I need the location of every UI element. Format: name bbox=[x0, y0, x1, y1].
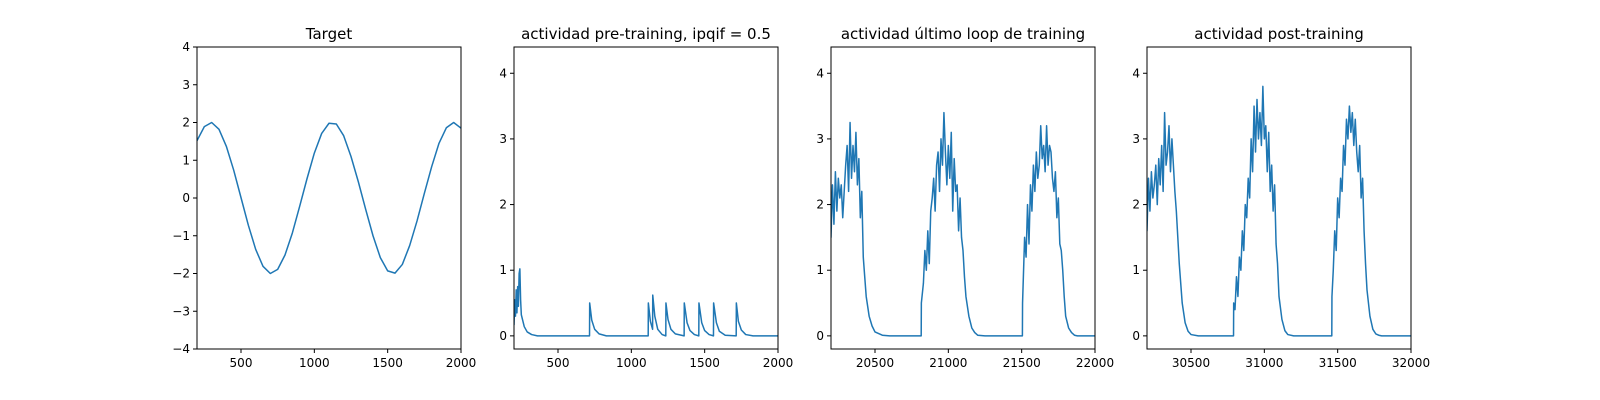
y-tick-label: 4 bbox=[1132, 66, 1140, 80]
subplot-title: actividad último loop de training bbox=[841, 25, 1085, 43]
x-tick-label: 1000 bbox=[616, 356, 647, 370]
x-tick-label: 1500 bbox=[372, 356, 403, 370]
y-tick-label: −1 bbox=[172, 229, 190, 243]
y-tick-label: 2 bbox=[182, 116, 190, 130]
y-tick-label: 2 bbox=[816, 198, 824, 212]
subplot-3: 20500 21000 21500 22000 0 1 2 3 4 actividad últim… bbox=[816, 25, 1114, 370]
subplot-4: 30500 31000 31500 32000 0 1 2 3 4 actividad post-… bbox=[1132, 25, 1430, 370]
subplot-title: actividad pre-training, ipqif = 0.5 bbox=[521, 25, 771, 43]
y-tick-label: 3 bbox=[499, 132, 507, 146]
y-tick-label: 0 bbox=[816, 329, 824, 343]
x-tick-label: 1000 bbox=[299, 356, 330, 370]
y-tick-label: 1 bbox=[182, 153, 190, 167]
x-tick-label: 20500 bbox=[856, 356, 894, 370]
x-tick-label: 2000 bbox=[446, 356, 477, 370]
x-tick-label: 30500 bbox=[1172, 356, 1210, 370]
y-tick-label: 1 bbox=[816, 263, 824, 277]
subplot-2: 500 1000 1500 2000 0 1 2 3 4 actividad pre-traini… bbox=[499, 25, 793, 370]
axes-frame bbox=[830, 46, 1096, 350]
y-tick-label: 4 bbox=[499, 66, 507, 80]
y-tick-label: 1 bbox=[1132, 263, 1140, 277]
y-tick-label: −3 bbox=[172, 304, 190, 318]
x-tick-label: 500 bbox=[547, 356, 570, 370]
y-tick-label: 3 bbox=[1132, 132, 1140, 146]
axes-frame bbox=[1146, 46, 1412, 350]
y-tick-label: 3 bbox=[182, 78, 190, 92]
x-tick-label: 21000 bbox=[929, 356, 967, 370]
y-tick-label: −2 bbox=[172, 267, 190, 281]
x-tick-label: 31000 bbox=[1245, 356, 1283, 370]
subplot-title: actividad post-training bbox=[1194, 25, 1363, 43]
y-tick-label: 4 bbox=[816, 66, 824, 80]
x-tick-label: 32000 bbox=[1392, 356, 1430, 370]
y-tick-label: 0 bbox=[1132, 329, 1140, 343]
axes-frame bbox=[513, 46, 779, 350]
y-tick-label: 4 bbox=[182, 40, 190, 54]
x-tick-label: 31500 bbox=[1319, 356, 1357, 370]
subplot-title: Target bbox=[305, 25, 353, 43]
y-tick-label: 2 bbox=[499, 198, 507, 212]
y-tick-label: 2 bbox=[1132, 198, 1140, 212]
x-tick-label: 1500 bbox=[689, 356, 720, 370]
series-line-1 bbox=[197, 121, 461, 275]
x-tick-label: 500 bbox=[230, 356, 253, 370]
y-tick-label: 0 bbox=[499, 329, 507, 343]
x-tick-label: 22000 bbox=[1076, 356, 1114, 370]
y-tick-label: 1 bbox=[499, 263, 507, 277]
series-line-1 bbox=[514, 268, 778, 337]
series-line-1 bbox=[1147, 85, 1411, 337]
x-tick-label: 2000 bbox=[763, 356, 794, 370]
y-tick-label: −4 bbox=[172, 342, 190, 356]
y-tick-label: 0 bbox=[182, 191, 190, 205]
y-tick-label: 3 bbox=[816, 132, 824, 146]
subplot-1: 500 1000 1500 2000 −4 −3 −2 −1 0 1 2 3 4 Target bbox=[172, 25, 476, 370]
x-tick-label: 21500 bbox=[1003, 356, 1041, 370]
series-line-1 bbox=[831, 111, 1095, 337]
